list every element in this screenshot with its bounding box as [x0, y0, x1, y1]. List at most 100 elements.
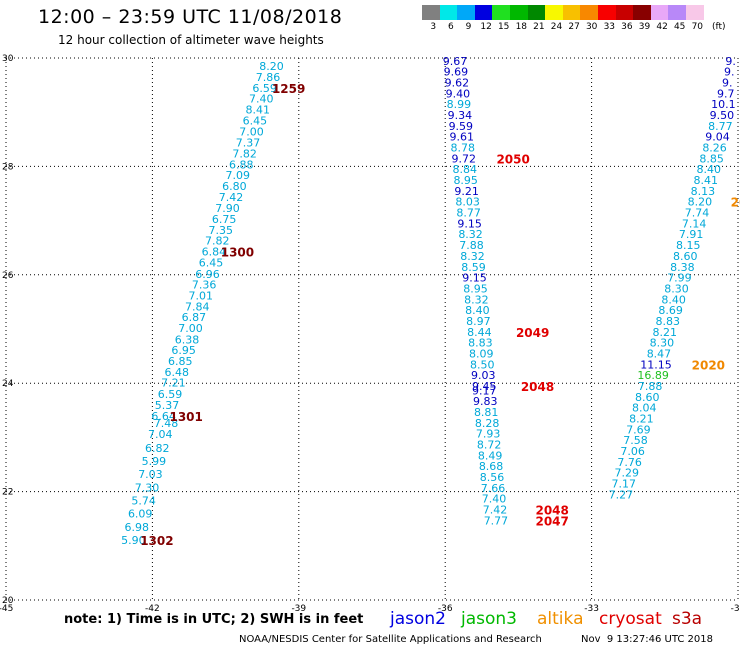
lon-tick-label: -36 — [438, 604, 453, 614]
wave-height-value: 8.32 — [460, 250, 485, 263]
wave-height-value: 8.09 — [469, 347, 494, 360]
lon-tick-label: -33 — [584, 604, 599, 614]
wave-height-value: 8.26 — [702, 142, 727, 155]
wave-height-value: 9.17 — [472, 384, 497, 397]
lon-tick-label: -42 — [145, 604, 160, 614]
wave-height-value: 7.76 — [617, 456, 642, 469]
colorbar-label: 21 — [533, 22, 545, 32]
lat-tick-label: 28 — [2, 162, 14, 172]
colorbar-swatch — [580, 5, 598, 20]
wave-height-value: 9.72 — [451, 152, 476, 165]
wave-height-value: 16.89 — [637, 369, 669, 382]
wave-height-value: 8.77 — [456, 207, 481, 220]
wave-height-value: 8.68 — [479, 460, 504, 473]
wave-height-value: 8.40 — [465, 304, 490, 317]
colorbar-label: 24 — [550, 22, 563, 32]
wave-height-value: 9. — [724, 66, 735, 79]
wave-height-value: 8.95 — [463, 282, 488, 295]
wave-height-value: 6.80 — [222, 180, 247, 193]
lat-tick-label: 30 — [2, 54, 14, 64]
wave-height-value: 7.90 — [215, 202, 240, 215]
wave-height-value: 7.17 — [612, 478, 637, 491]
wave-height-value: 6.88 — [229, 158, 254, 171]
pass-time-label: 1259 — [272, 82, 305, 96]
pass-time-label: 1301 — [169, 410, 202, 424]
wave-height-value: 8.69 — [658, 304, 683, 317]
wave-height-value: 8.40 — [661, 293, 686, 306]
wave-height-value: 8.50 — [470, 358, 495, 371]
wave-height-value: 8.56 — [480, 471, 505, 484]
colorbar-label: 15 — [497, 22, 510, 32]
wave-height-value: 7.29 — [614, 467, 639, 480]
wave-height-value: 7.40 — [249, 93, 274, 106]
wave-height-value: 9.62 — [445, 76, 470, 89]
wave-height-value: 7.01 — [188, 289, 213, 302]
wave-height-value: 7.69 — [626, 423, 651, 436]
wave-height-value: 8.32 — [458, 228, 483, 241]
wave-height-value: 8.59 — [461, 261, 486, 274]
lon-tick-label: -30 — [731, 604, 740, 614]
lat-tick-label: 26 — [2, 271, 14, 281]
wave-height-value: 6.75 — [212, 213, 237, 226]
wave-height-value: 6.95 — [171, 344, 196, 357]
legend-jason2: jason2 — [390, 609, 446, 629]
wave-height-value: 9.7 — [717, 87, 735, 100]
wave-height-value: 7.00 — [178, 322, 203, 335]
colorbar-label: 33 — [603, 22, 616, 32]
wave-height-value: 9.83 — [473, 395, 498, 408]
pass-time-label: 2048 — [521, 380, 554, 394]
pass-time-label: 1302 — [140, 534, 173, 548]
colorbar-swatch — [457, 5, 475, 20]
wave-height-value: 8.03 — [455, 196, 480, 209]
wave-height-value: 6.38 — [175, 333, 200, 346]
wave-height-value: 8.47 — [647, 347, 672, 360]
colorbar: 3 6 9 12 15 18 21 24 27 30 33 36 39 42 45 70 (ft) — [0, 0, 740, 40]
colorbar-label: 70 — [691, 22, 704, 32]
wave-height-value: 7.66 — [481, 482, 506, 495]
wave-height-value: 7.21 — [161, 377, 186, 390]
wave-height-value: 7.93 — [476, 428, 501, 441]
wave-height-value: 10.1 — [711, 98, 736, 111]
map-subtitle: 12 hour collection of altimeter wave hei… — [58, 33, 324, 47]
wave-height-value: 6.82 — [145, 442, 170, 455]
wave-height-value: 9.45 — [472, 380, 497, 393]
wave-height-value: 8.85 — [699, 152, 724, 165]
wave-height-value: 9. — [725, 55, 736, 68]
wave-height-value: 7.99 — [667, 272, 692, 285]
wave-height-value: 6.98 — [125, 521, 150, 534]
legend-cryosat: cryosat — [599, 609, 662, 629]
wave-height-value: 8.49 — [478, 449, 503, 462]
wave-height-value: 9.40 — [446, 87, 471, 100]
pass-time-label: 20 — [731, 196, 740, 210]
wave-height-value: 6.84 — [202, 246, 227, 259]
wave-height-value: 8.72 — [477, 439, 502, 452]
colorbar-unit: (ft) — [712, 22, 726, 32]
colorbar-label: 12 — [480, 22, 492, 32]
wave-height-value: 7.82 — [205, 235, 230, 248]
colorbar-swatch — [439, 5, 458, 20]
wave-height-value: 7.09 — [226, 169, 251, 182]
wave-height-value: 7.36 — [192, 279, 217, 292]
wave-height-value: 7.42 — [483, 504, 508, 517]
legend-altika: altika — [537, 609, 584, 629]
wave-height-value: 8.21 — [629, 413, 654, 426]
wave-height-value: 8.15 — [676, 239, 701, 252]
wave-height-value: 7.91 — [679, 228, 704, 241]
colorbar-label: 6 — [448, 22, 454, 32]
wave-height-value: 7.37 — [236, 137, 261, 150]
wave-height-value: 8.83 — [468, 337, 493, 350]
colorbar-label: 42 — [656, 22, 668, 32]
pass-time-label: 1300 — [221, 246, 254, 260]
wave-height-value: 7.06 — [620, 445, 645, 458]
wave-height-value: 9. — [722, 76, 733, 89]
wave-height-value: 9.50 — [710, 109, 735, 122]
wave-height-value: 7.42 — [219, 191, 244, 204]
lat-tick-label: 20 — [2, 596, 14, 606]
wave-height-value: 6.59 — [158, 388, 183, 401]
colorbar-label: 27 — [568, 22, 580, 32]
wave-height-value: 9.59 — [449, 120, 474, 133]
wave-height-value: 7.27 — [609, 488, 634, 501]
legend-jason3: jason3 — [461, 609, 517, 629]
wave-height-value: 8.95 — [453, 174, 478, 187]
